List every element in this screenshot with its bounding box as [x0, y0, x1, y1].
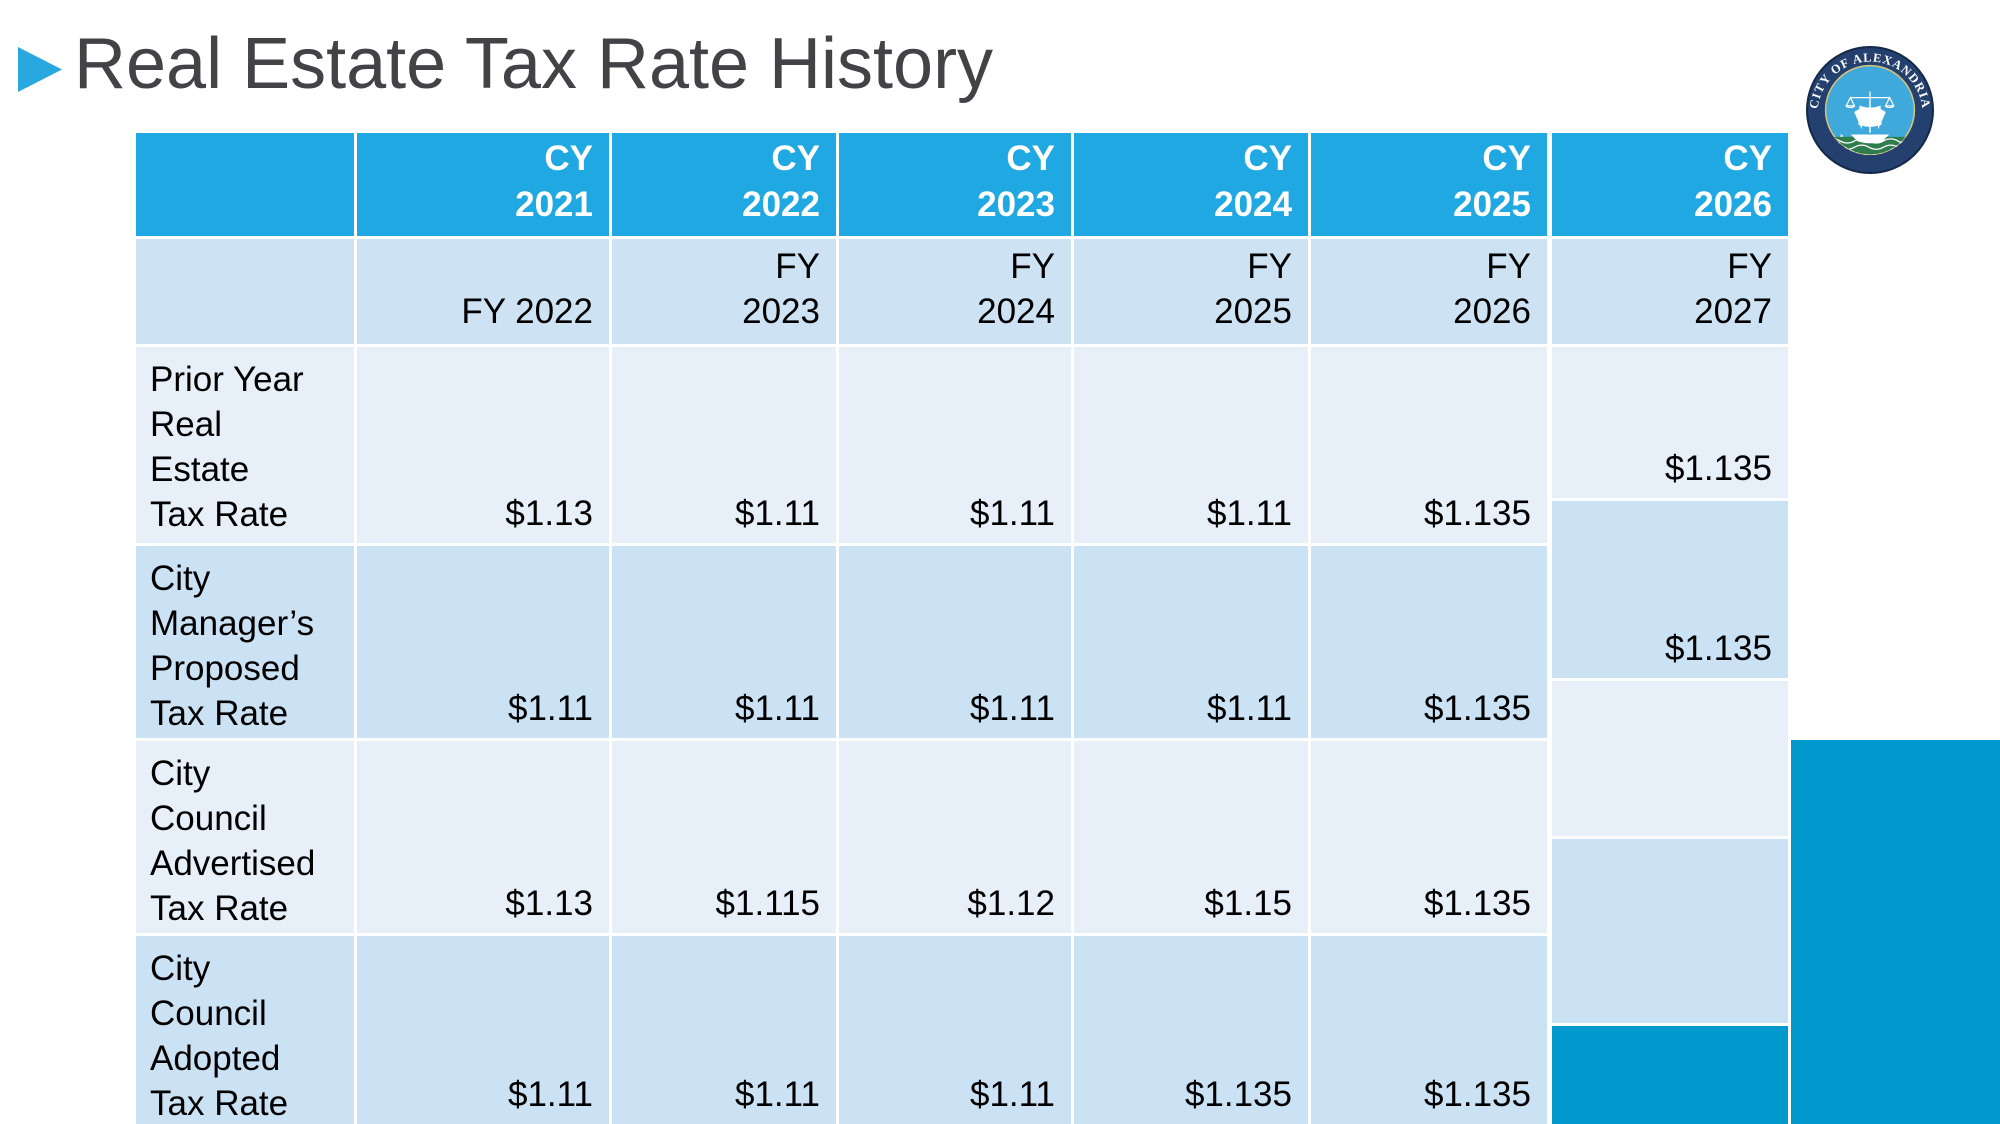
value-cell: $1.11 — [839, 347, 1071, 543]
value-cell: $1.11 — [1074, 546, 1308, 738]
header-cell-cy2026: CY 2026 — [1552, 133, 1788, 236]
offset-value-cell — [1552, 681, 1788, 836]
value-cell: $1.135 — [1311, 741, 1547, 933]
fy-cell-2027: FY 2027 — [1552, 239, 1788, 344]
row-label-city-manager-proposed: City Manager’s Proposed Tax Rate — [136, 546, 354, 738]
value-cell: $1.11 — [612, 936, 836, 1124]
value-cell: $1.13 — [357, 741, 609, 933]
fy-cell-2025: FY 2025 — [1074, 239, 1308, 344]
offset-value-cell: $1.135 — [1552, 347, 1788, 498]
value-cell: $1.135 — [1311, 936, 1547, 1124]
value-cell: $1.11 — [839, 936, 1071, 1124]
value-cell: $1.11 — [357, 546, 609, 738]
fy-cell-2026: FY 2026 — [1311, 239, 1547, 344]
offset-value-cell: $1.135 — [1552, 501, 1788, 678]
seal-scales-icon — [1845, 91, 1895, 109]
value-cell: $1.15 — [1074, 741, 1308, 933]
offset-value-cell — [1552, 839, 1788, 1023]
fy-cell-2023: FY 2023 — [612, 239, 836, 344]
value-cell: $1.11 — [357, 936, 609, 1124]
value-cell: $1.11 — [839, 546, 1071, 738]
value-cell: $1.135 — [1311, 347, 1547, 543]
city-of-alexandria-seal-logo: CITY OF ALEXANDRIA VIRGINIA — [1806, 46, 1934, 174]
fy-cell-2024: FY 2024 — [839, 239, 1071, 344]
row-label-prior-year: Prior Year Real Estate Tax Rate — [136, 347, 354, 543]
header-cell-cy2023: CY 2023 — [839, 133, 1071, 236]
page-title: Real Estate Tax Rate History — [74, 24, 994, 104]
value-cell: $1.13 — [357, 347, 609, 543]
row-label-city-council-advertised: City Council Advertised Tax Rate — [136, 741, 354, 933]
value-cell: $1.135 — [1311, 546, 1547, 738]
accent-rectangle — [1791, 740, 2000, 1124]
fy-cell-empty — [136, 239, 354, 344]
offset-blue-cell — [1552, 1026, 1788, 1124]
header-cell-cy2024: CY 2024 — [1074, 133, 1308, 236]
header-cell-empty — [136, 133, 354, 236]
header-cell-cy2022: CY 2022 — [612, 133, 836, 236]
value-cell: $1.135 — [1074, 936, 1308, 1124]
row-label-city-council-adopted: City Council Adopted Tax Rate — [136, 936, 354, 1124]
value-cell: $1.12 — [839, 741, 1071, 933]
value-cell: $1.11 — [612, 546, 836, 738]
value-cell: $1.11 — [612, 347, 836, 543]
title-arrow-icon — [18, 47, 62, 92]
seal-ship-icon — [1850, 99, 1890, 144]
header-cell-cy2021: CY 2021 — [357, 133, 609, 236]
header-cell-cy2025: CY 2025 — [1311, 133, 1547, 236]
value-cell: $1.115 — [612, 741, 836, 933]
value-cell: $1.11 — [1074, 347, 1308, 543]
fy-cell-2022: FY 2022 — [357, 239, 609, 344]
